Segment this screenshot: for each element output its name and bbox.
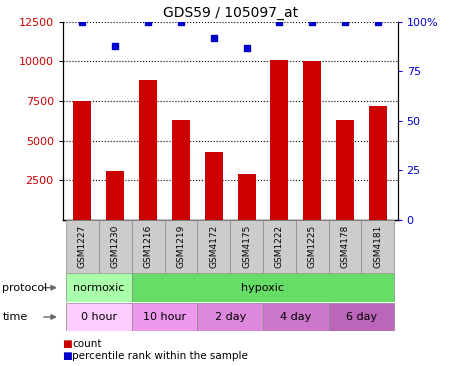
Title: GDS59 / 105097_at: GDS59 / 105097_at [163,5,298,19]
Text: ■: ■ [63,351,76,362]
Bar [106,171,124,220]
Text: 0 hour: 0 hour [81,312,117,322]
Text: GSM1216: GSM1216 [144,224,153,268]
Text: normoxic: normoxic [73,283,125,293]
Bar [197,303,263,331]
Text: hypoxic: hypoxic [241,283,285,293]
Text: 6 day: 6 day [346,312,377,322]
Bar [132,273,394,302]
Text: time: time [2,312,27,322]
Text: GSM1222: GSM1222 [275,225,284,268]
Bar [172,120,190,220]
Text: GSM1225: GSM1225 [308,224,317,268]
Bar [197,220,230,273]
Bar [139,81,157,220]
Text: GSM1219: GSM1219 [176,224,186,268]
Bar [230,220,263,273]
Text: GSM4172: GSM4172 [209,224,218,268]
Text: GSM1227: GSM1227 [78,224,87,268]
Bar [263,220,296,273]
Bar [329,303,394,331]
Text: protocol: protocol [2,283,47,293]
Bar [303,61,321,220]
Bar [270,60,288,220]
Bar [238,174,256,220]
Bar [296,220,329,273]
Text: ■: ■ [63,339,76,349]
Bar [132,220,165,273]
Bar [336,120,354,220]
Bar [66,303,132,331]
Bar [361,220,394,273]
Bar [73,101,92,220]
Bar [132,303,197,331]
Text: count: count [72,339,101,349]
Bar [369,106,387,220]
Text: percentile rank within the sample: percentile rank within the sample [72,351,248,362]
Bar [165,220,197,273]
Text: GSM4178: GSM4178 [340,224,350,268]
Text: 4 day: 4 day [280,312,312,322]
Bar [99,220,132,273]
Text: GSM1230: GSM1230 [111,224,120,268]
Text: GSM4175: GSM4175 [242,224,251,268]
Text: 2 day: 2 day [214,312,246,322]
Bar [329,220,361,273]
Text: GSM4181: GSM4181 [373,224,382,268]
Bar [205,152,223,220]
Bar [263,303,329,331]
Bar [66,220,99,273]
Text: 10 hour: 10 hour [143,312,186,322]
Bar [66,273,132,302]
